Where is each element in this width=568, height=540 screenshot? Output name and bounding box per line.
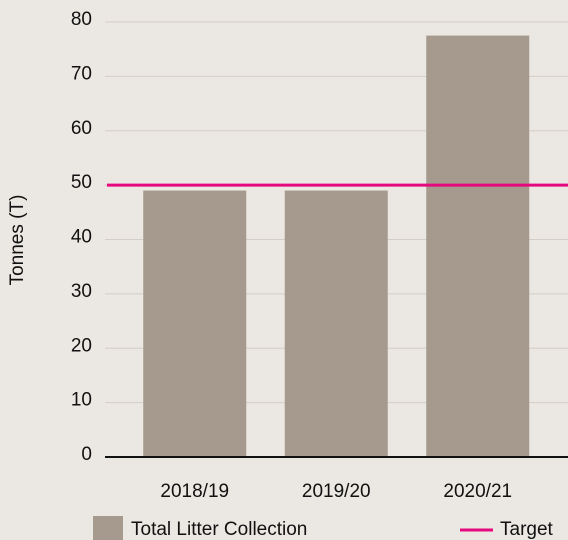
legend-swatch bbox=[93, 516, 123, 540]
x-tick-label: 2019/20 bbox=[302, 481, 371, 502]
y-tick-label: 50 bbox=[71, 172, 92, 193]
bar bbox=[426, 35, 530, 457]
bar bbox=[143, 190, 247, 457]
y-tick-label: 30 bbox=[71, 281, 92, 302]
x-tick-label: 2020/21 bbox=[443, 481, 512, 502]
y-axis-label: Tonnes (T) bbox=[7, 195, 28, 286]
y-tick-label: 60 bbox=[71, 118, 92, 139]
y-tick-label: 0 bbox=[81, 444, 92, 465]
y-tick-label: 20 bbox=[71, 335, 92, 356]
y-tick-label: 40 bbox=[71, 227, 92, 248]
y-tick-label: 10 bbox=[71, 390, 92, 411]
y-tick-label: 80 bbox=[71, 9, 92, 30]
x-tick-label: 2018/19 bbox=[160, 481, 229, 502]
bar bbox=[284, 190, 388, 457]
legend-label: Target bbox=[500, 519, 554, 540]
legend-label: Total Litter Collection bbox=[131, 519, 307, 540]
y-tick-label: 70 bbox=[71, 63, 92, 84]
